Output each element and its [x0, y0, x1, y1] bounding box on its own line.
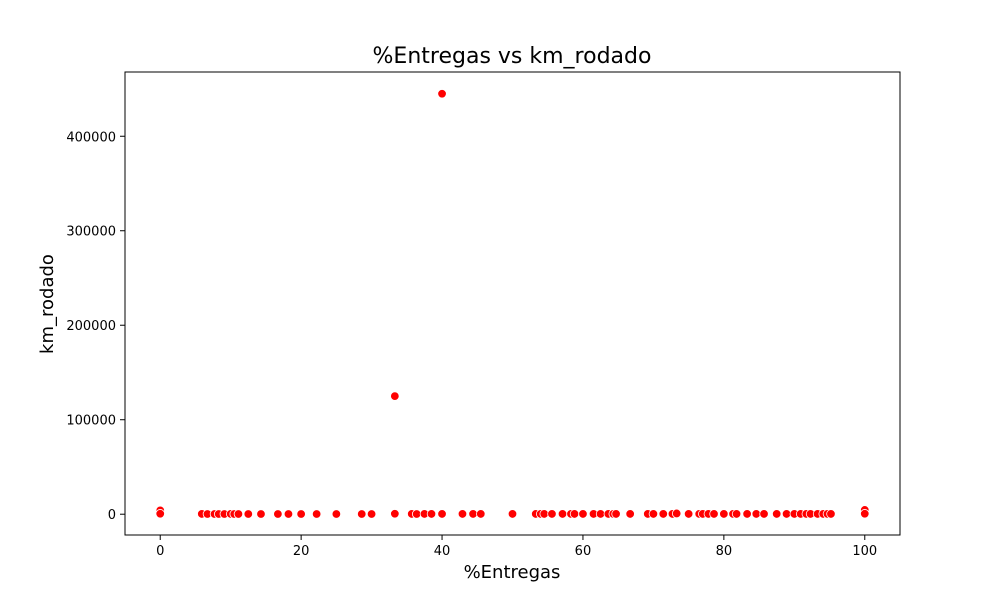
data-point — [366, 509, 377, 519]
x-tick-label: 80 — [716, 544, 733, 559]
data-point — [476, 509, 486, 519]
data-point — [731, 509, 742, 519]
data-point — [283, 509, 294, 519]
data-point — [671, 508, 682, 519]
data-point — [557, 509, 568, 519]
data-point — [243, 509, 253, 519]
data-point — [595, 509, 606, 519]
data-point — [273, 509, 283, 519]
x-tick-label: 100 — [852, 544, 877, 559]
y-axis-label: km_rodado — [37, 254, 58, 354]
data-point — [296, 509, 306, 519]
data-point — [437, 89, 447, 99]
data-point — [426, 509, 437, 519]
data-point — [742, 509, 752, 519]
data-point — [569, 509, 580, 519]
data-point — [390, 391, 400, 401]
x-axis: 0 20 40 60 80 100 — [156, 535, 877, 559]
plot-area-frame — [124, 71, 901, 536]
data-point — [781, 509, 792, 519]
data-point — [233, 509, 244, 519]
data-point — [625, 509, 635, 519]
x-tick-label: 20 — [293, 544, 310, 559]
data-points — [155, 89, 870, 519]
data-point — [311, 509, 322, 519]
data-point — [547, 509, 557, 519]
data-point — [457, 509, 468, 519]
data-point — [411, 509, 422, 519]
data-point — [437, 509, 447, 519]
data-point — [759, 509, 769, 519]
y-tick-label: 200000 — [66, 319, 116, 334]
data-point — [751, 509, 761, 519]
x-tick-label: 40 — [434, 544, 451, 559]
data-point — [357, 509, 367, 519]
x-tick-label: 60 — [575, 544, 592, 559]
data-point — [719, 509, 729, 519]
y-axis: 0 100000 200000 300000 400000 — [66, 130, 125, 523]
data-point — [658, 509, 668, 519]
y-tick-label: 0 — [108, 508, 116, 523]
data-point — [683, 509, 694, 519]
data-point — [648, 509, 659, 519]
y-tick-label: 400000 — [66, 130, 116, 145]
data-point — [468, 509, 478, 519]
data-point — [539, 509, 549, 519]
data-point — [709, 509, 719, 519]
data-point — [860, 509, 870, 519]
data-point — [155, 509, 165, 519]
data-point — [772, 509, 782, 519]
y-tick-label: 300000 — [66, 225, 116, 240]
data-point — [331, 509, 342, 519]
chart-title: %Entregas vs km_rodado — [373, 44, 652, 69]
data-point — [611, 509, 621, 519]
y-tick-label: 100000 — [66, 414, 116, 429]
x-tick-label: 0 — [156, 544, 164, 559]
data-point — [256, 509, 266, 519]
data-point — [578, 509, 588, 519]
data-point — [826, 509, 836, 519]
x-axis-label: %Entregas — [464, 562, 561, 583]
data-point — [390, 509, 400, 519]
data-point — [507, 509, 518, 519]
